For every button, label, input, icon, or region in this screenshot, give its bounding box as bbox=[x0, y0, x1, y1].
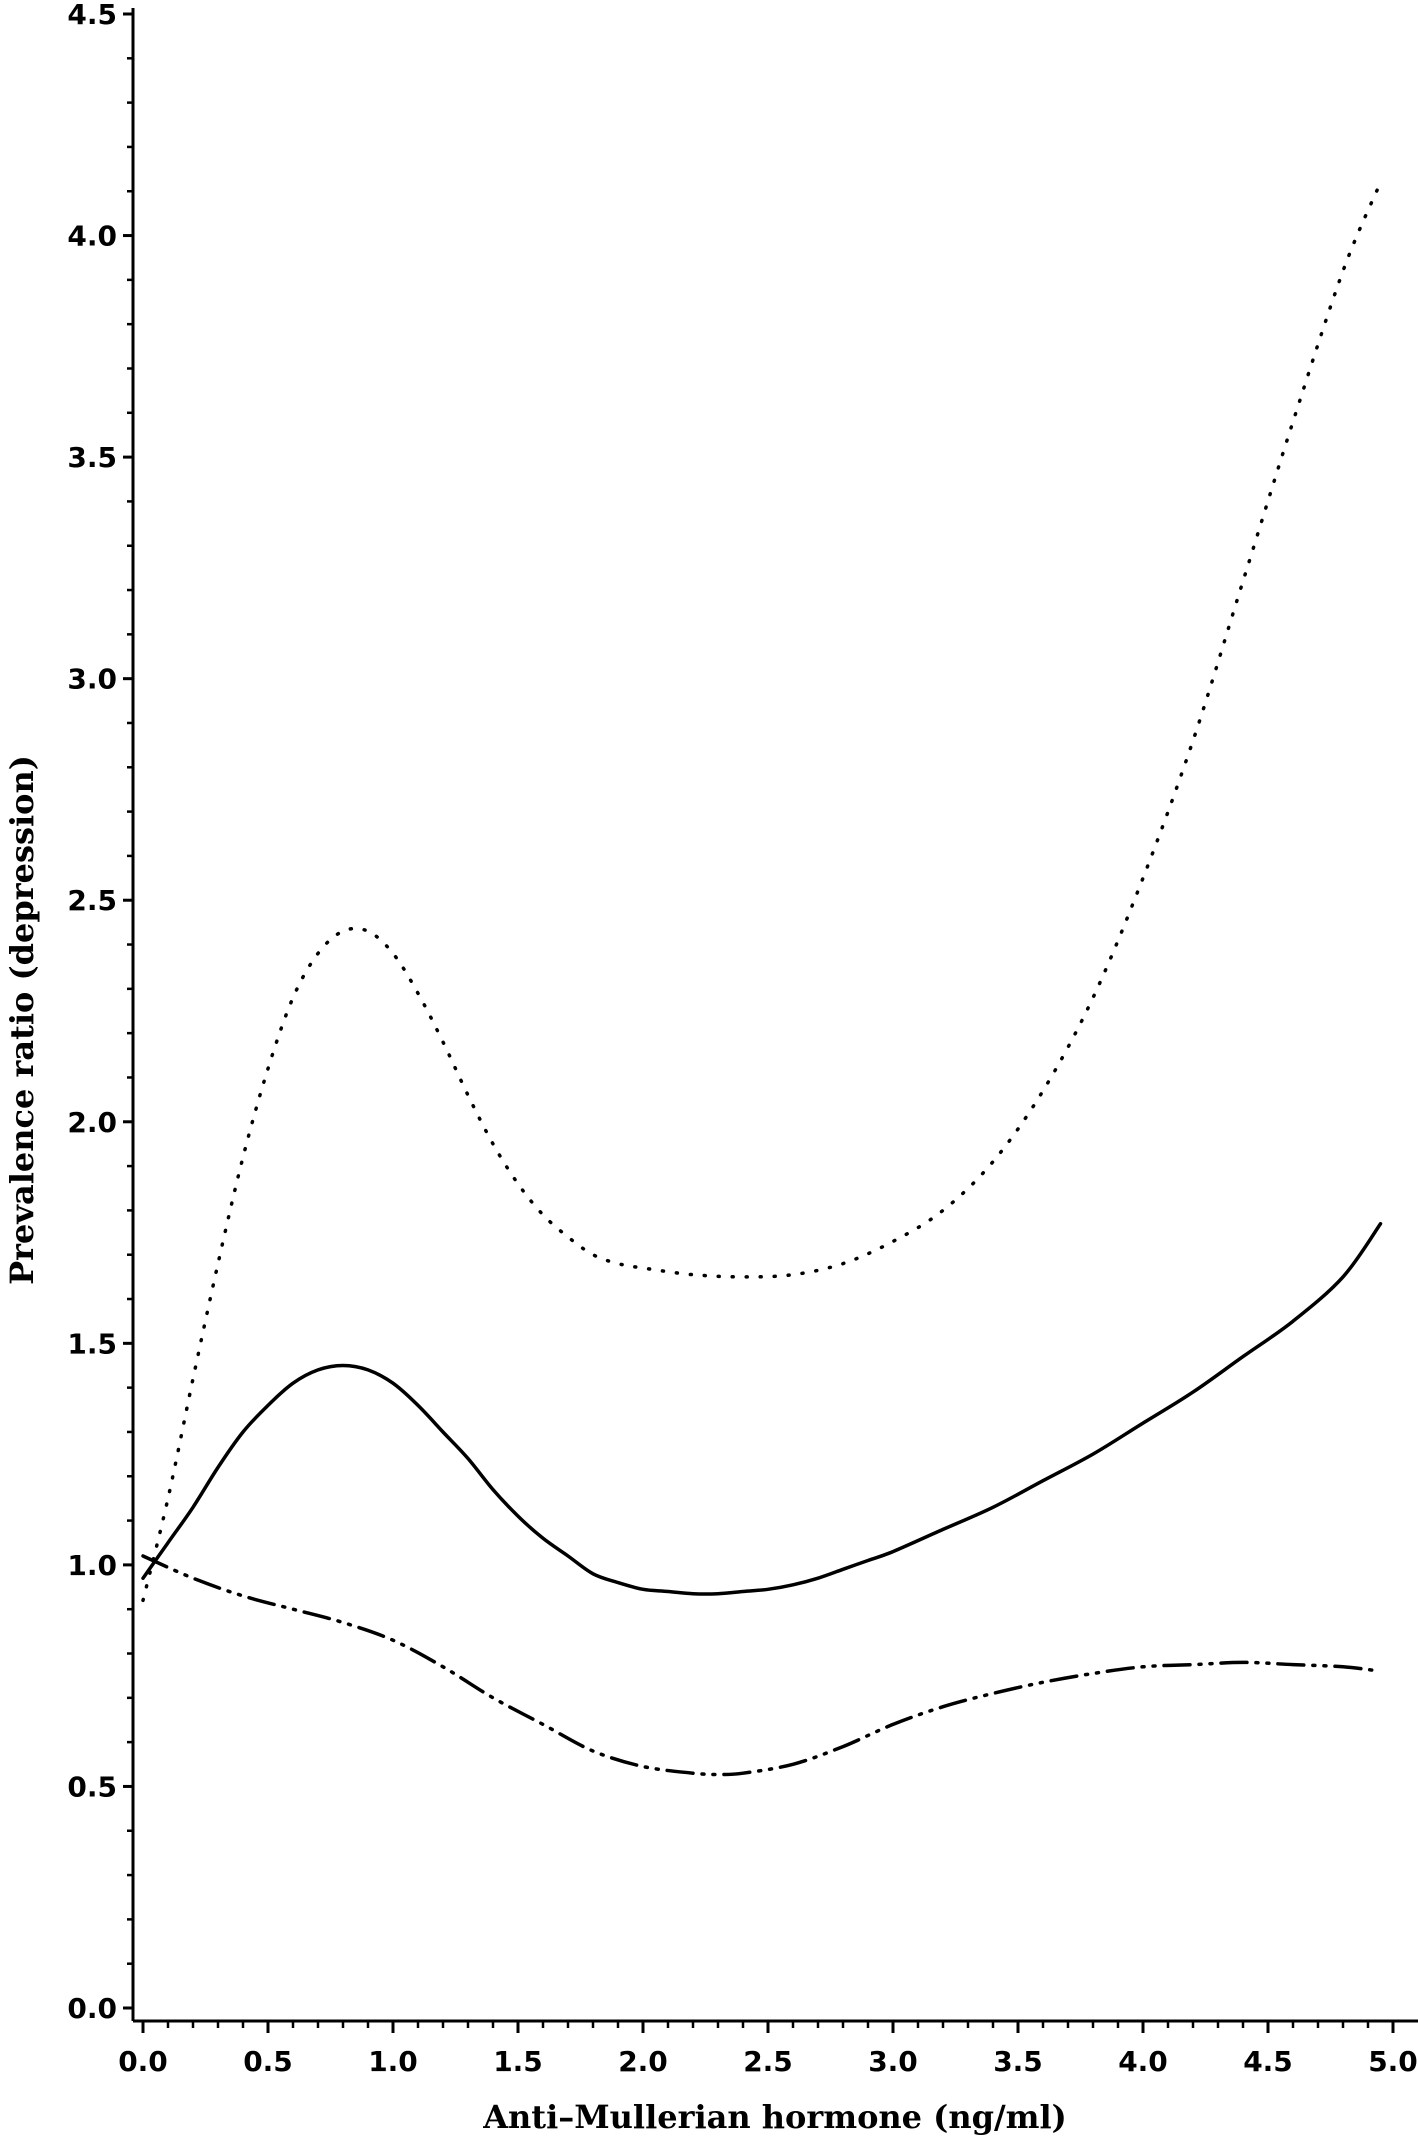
x-tick-label-5: 2.5 bbox=[743, 2045, 793, 2078]
x-tick-label-2: 1.0 bbox=[368, 2045, 418, 2078]
y-tick-label-7: 3.5 bbox=[67, 441, 117, 474]
x-tick-label-9: 4.5 bbox=[1243, 2045, 1293, 2078]
x-tick-label-7: 3.5 bbox=[993, 2045, 1043, 2078]
y-tick-label-0: 0.0 bbox=[67, 1992, 117, 2025]
minor-ticks bbox=[127, 57, 1370, 2028]
y-tick-label-1: 0.5 bbox=[67, 1770, 117, 1803]
y-tick-label-9: 4.5 bbox=[67, 0, 117, 31]
x-tick-label-3: 1.5 bbox=[493, 2045, 543, 2078]
x-axis-title: Anti–Mullerian hormone (ng/ml) bbox=[482, 2098, 1067, 2136]
x-tick-label-0: 0.0 bbox=[118, 2045, 168, 2078]
x-ticks: 0.0 0.5 1.0 1.5 2.0 2.5 3.0 3.5 4.0 4.5 5.0 bbox=[118, 2021, 1418, 2078]
axes bbox=[131, 8, 1418, 2023]
y-tick-label-6: 3.0 bbox=[67, 663, 117, 696]
y-ticks: 0.0 0.5 1.0 1.5 2.0 2.5 3.0 3.5 4.0 4.5 bbox=[67, 0, 133, 2025]
series-line-dash-dot-dot bbox=[141, 1554, 1383, 1777]
x-tick-label-8: 4.0 bbox=[1118, 2045, 1168, 2078]
x-tick-label-6: 3.0 bbox=[868, 2045, 918, 2078]
series-line-dotted bbox=[141, 180, 1383, 1603]
x-tick-label-4: 2.0 bbox=[618, 2045, 668, 2078]
y-tick-label-3: 1.5 bbox=[67, 1327, 117, 1360]
series-line-solid bbox=[141, 1221, 1383, 1596]
y-tick-label-2: 1.0 bbox=[67, 1549, 117, 1582]
y-tick-label-4: 2.0 bbox=[67, 1106, 117, 1139]
x-tick-label-1: 0.5 bbox=[243, 2045, 293, 2078]
series-layer bbox=[141, 180, 1383, 1777]
y-tick-label-8: 4.0 bbox=[67, 220, 117, 253]
y-axis-title: Prevalence ratio (depression) bbox=[3, 755, 41, 1285]
y-tick-label-5: 2.5 bbox=[67, 884, 117, 917]
x-tick-label-10: 5.0 bbox=[1368, 2045, 1418, 2078]
